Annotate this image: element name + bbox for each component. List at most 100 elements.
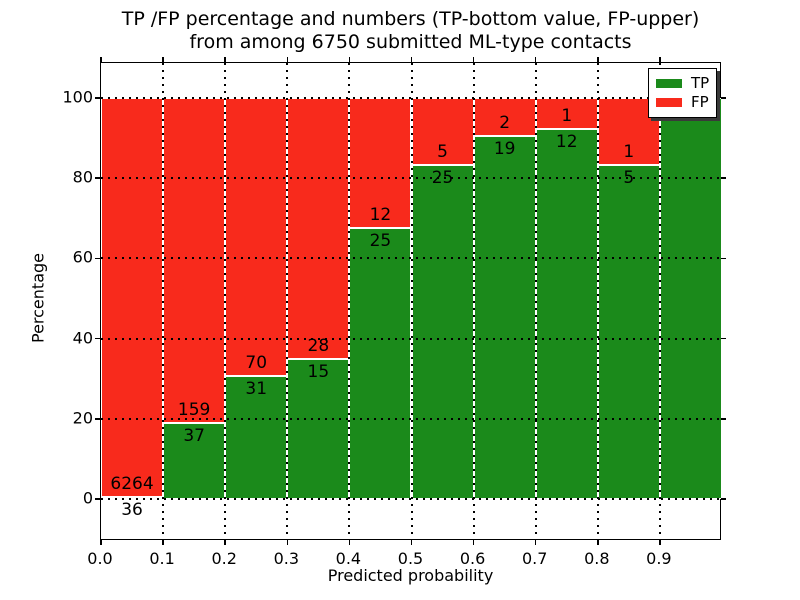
chart-title-line2: from among 6750 submitted ML-type contac…	[189, 31, 632, 53]
y-tick-mark-left	[95, 97, 100, 99]
x-tick-mark-top	[534, 57, 537, 62]
bar-value-label-tp: 5	[623, 167, 635, 188]
bar-segment-tp	[411, 164, 474, 499]
x-tick-label: 0.3	[273, 549, 300, 568]
x-tick-label: 0.2	[211, 549, 237, 568]
bar-value-label-tp: 19	[493, 139, 516, 160]
bar-segment-tp	[287, 359, 350, 499]
x-tick-label: 0.4	[335, 549, 362, 568]
x-tick-mark-top	[286, 57, 289, 62]
legend: TP FP	[648, 68, 717, 118]
x-tick-mark-bottom	[348, 540, 351, 545]
x-tick-mark-bottom	[410, 540, 413, 545]
bar-value-label-tp: 25	[431, 167, 454, 188]
y-tick-mark-left	[95, 257, 100, 260]
bar-value-label-tp: 25	[369, 231, 392, 252]
ticks-layer	[95, 57, 726, 545]
y-tick-label: 0	[82, 488, 93, 508]
y-tick-label: 20	[72, 408, 93, 428]
x-tick-mark-bottom	[534, 540, 537, 545]
x-tick-mark-bottom	[659, 540, 661, 545]
bar-segment-fp	[287, 98, 350, 360]
bar-value-label-fp: 12	[369, 205, 392, 226]
x-tick-label: 0.0	[87, 549, 113, 568]
x-tick-mark-top	[224, 57, 226, 62]
bar-segment-tp	[349, 228, 412, 499]
bar-value-label-tp: 12	[555, 131, 578, 152]
legend-swatch-fp	[656, 98, 682, 107]
y-tick-mark-right	[721, 97, 726, 99]
bar-value-label-fp: 70	[245, 352, 268, 373]
x-tick-mark-top	[348, 57, 351, 62]
bar-value-label-fp: 159	[177, 400, 211, 421]
x-tick-mark-top	[100, 57, 102, 62]
bar-value-label-fp: 1	[561, 105, 573, 126]
legend-label-fp: FP	[691, 93, 709, 111]
plot-area: 62643615937703128151225525219112153 TP F…	[95, 57, 726, 545]
y-tick-mark-left	[95, 337, 100, 340]
gridline-vertical	[534, 63, 537, 539]
legend-label-tp: TP	[691, 74, 710, 92]
bar-value-label-fp: 28	[307, 336, 330, 357]
bar-labels-layer: 62643615937703128151225525219112153	[101, 63, 720, 539]
y-tick-mark-left	[95, 498, 100, 500]
gridline-vertical	[224, 63, 227, 539]
y-tick-label: 60	[72, 247, 93, 267]
bar-segment-tp	[535, 128, 598, 499]
x-tick-label: 0.5	[397, 549, 424, 568]
bar-value-label-tp: 37	[183, 426, 205, 447]
x-tick-label: 0.1	[149, 549, 175, 568]
legend-swatch-tp	[656, 79, 682, 88]
legend-row-fp: FP	[656, 93, 709, 112]
x-tick-mark-bottom	[162, 540, 164, 545]
x-tick-mark-top	[597, 57, 599, 62]
x-tick-mark-bottom	[472, 540, 475, 545]
y-tick-mark-right	[721, 337, 726, 340]
y-tick-label: 80	[72, 167, 93, 187]
y-tick-mark-right	[721, 257, 726, 260]
x-tick-mark-bottom	[597, 540, 599, 545]
y-tick-mark-left	[95, 177, 100, 179]
gridline-vertical	[596, 63, 599, 539]
x-tick-mark-bottom	[100, 540, 102, 545]
bar-value-label-fp: 2	[499, 113, 511, 134]
x-tick-mark-bottom	[286, 540, 289, 545]
x-tick-mark-top	[472, 57, 475, 62]
gridline-vertical	[162, 63, 165, 539]
x-axis-label: Predicted probability	[327, 566, 494, 585]
bar-value-label-tp: 15	[307, 362, 330, 383]
x-tick-mark-top	[162, 57, 164, 62]
grid-layer	[101, 63, 720, 539]
bar-segment-fp	[349, 98, 412, 229]
y-tick-mark-left	[95, 418, 100, 420]
y-tick-mark-right	[721, 498, 726, 500]
gridline-vertical	[658, 63, 661, 539]
bar-value-label-tp: 31	[245, 378, 268, 399]
bar-value-label-fp: 1	[623, 141, 635, 162]
bar-value-label-fp: 5	[437, 141, 448, 162]
bar-segment-fp	[101, 98, 164, 497]
bar-segment-tp	[473, 136, 536, 499]
gridline-vertical	[348, 63, 351, 539]
bar-value-label-fp: 6264	[110, 473, 154, 494]
x-tick-label: 0.7	[521, 549, 548, 568]
y-tick-label: 40	[72, 328, 93, 348]
gridline-vertical	[410, 63, 413, 539]
x-tick-mark-bottom	[224, 540, 226, 545]
x-tick-label: 0.8	[584, 549, 610, 568]
legend-row-tp: TP	[656, 74, 710, 93]
bar-value-label-tp: 36	[121, 499, 143, 520]
y-axis-label: Percentage	[28, 252, 48, 344]
x-tick-label: 0.9	[646, 549, 672, 568]
chart-title-line1: TP /FP percentage and numbers (TP-bottom…	[121, 8, 700, 30]
gridline-vertical	[286, 63, 289, 539]
x-tick-mark-top	[659, 57, 661, 62]
gridline-vertical	[472, 63, 475, 539]
y-tick-mark-right	[721, 418, 726, 420]
x-tick-label: 0.6	[459, 549, 486, 568]
x-tick-mark-top	[410, 57, 413, 62]
y-tick-label: 100	[62, 87, 93, 107]
bar-segment-tp	[659, 98, 722, 499]
y-tick-mark-right	[721, 177, 726, 179]
